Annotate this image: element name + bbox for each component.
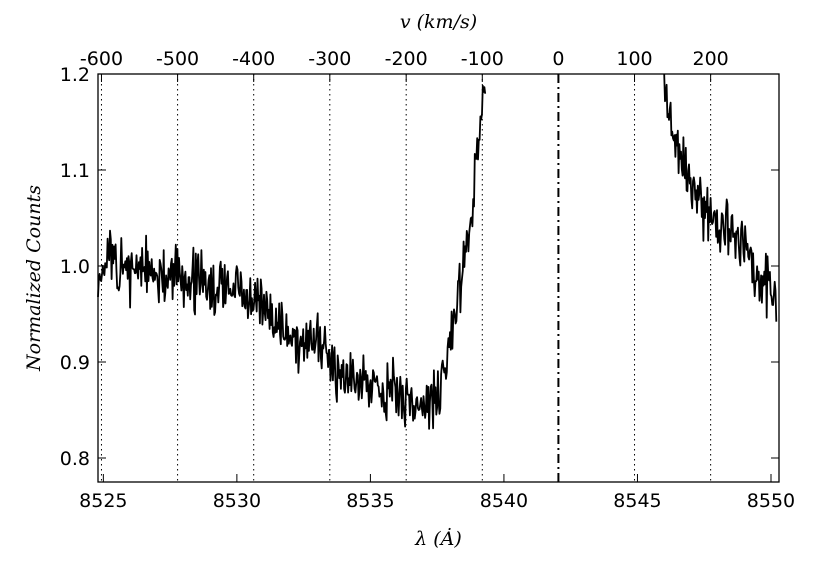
top-tick-label: 200: [693, 48, 729, 70]
top-tick-label: 100: [616, 48, 652, 70]
x-tick-label: 8525: [79, 490, 127, 512]
top-tick-label: 0: [552, 48, 564, 70]
y-tick-label: 1.1: [60, 160, 90, 182]
top-tick-label: -600: [80, 48, 123, 70]
top-tick-label: -500: [156, 48, 199, 70]
spectrum-line-segment: [663, 73, 778, 322]
axis-ticks: 8525 8530 8535 8540 8545 85500.80.91.01.11.2-…: [60, 48, 795, 512]
x-tick-label: 8530: [213, 490, 261, 512]
x-tick-label: 8535: [346, 490, 394, 512]
y-tick-label: 1.0: [60, 256, 90, 278]
plot-frame: [97, 73, 780, 483]
top-tick-label: -400: [232, 48, 275, 70]
top-tick-label: -200: [385, 48, 428, 70]
y-tick-label: 1.2: [60, 64, 90, 86]
y-axis-label: Normalized Counts: [23, 185, 45, 372]
top-axis-label: v (km/s): [400, 11, 477, 33]
top-tick-label: -300: [308, 48, 351, 70]
x-tick-label: 8550: [747, 490, 795, 512]
spectrum-line-segment: [97, 84, 487, 430]
y-tick-label: 0.8: [60, 448, 90, 470]
x-tick-label: 8540: [480, 490, 528, 512]
y-tick-label: 0.9: [60, 352, 90, 374]
x-tick-label: 8545: [613, 490, 661, 512]
top-tick-label: -100: [461, 48, 504, 70]
x-axis-label: λ (Ȧ): [414, 527, 462, 550]
spectrum-series: [97, 73, 778, 430]
